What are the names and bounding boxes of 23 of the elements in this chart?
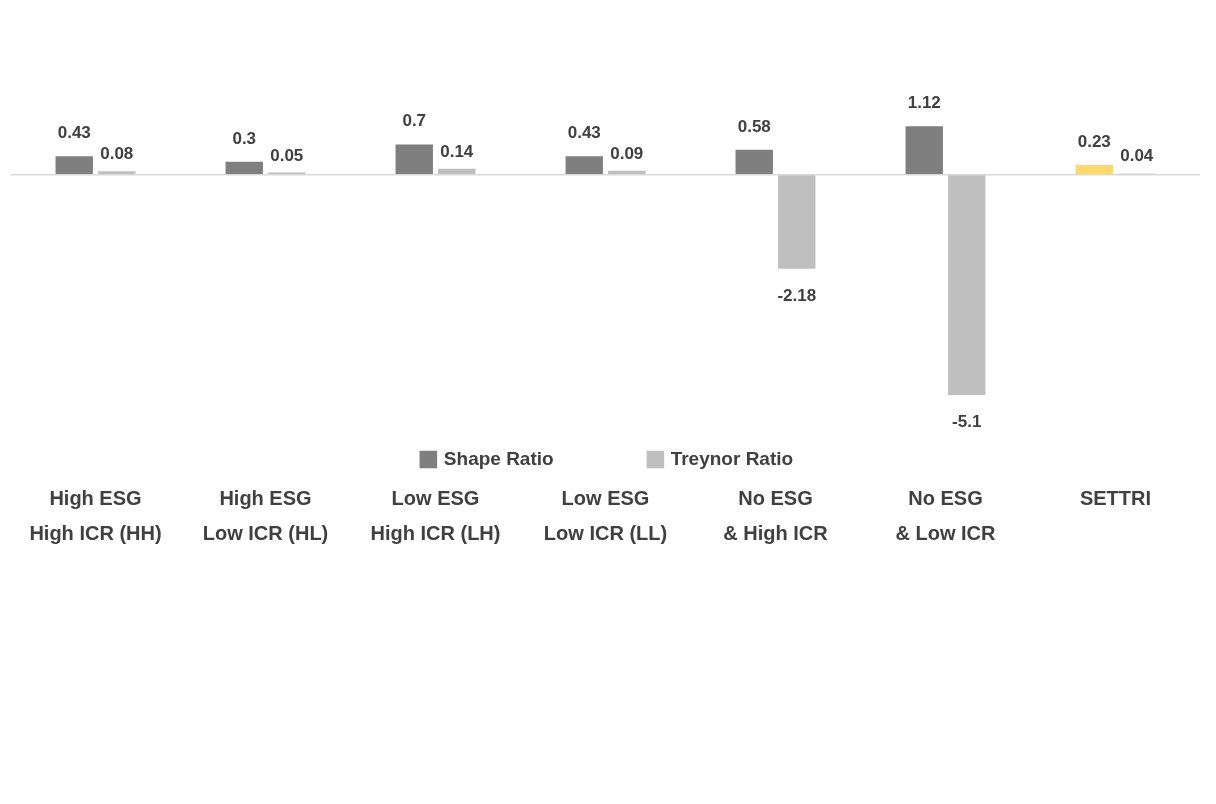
data-label: 0.14 (440, 141, 474, 161)
x-tick-label: Low ESG Low ICR (LL) (543, 486, 668, 544)
legend-label: Treynor Ratio (670, 448, 794, 470)
x-tick-label: No ESG & High ICR (723, 486, 829, 544)
data-label: 0.43 (567, 123, 601, 143)
data-label: 0.08 (100, 144, 134, 164)
data-label: 0.3 (232, 128, 257, 148)
x-tick-label: High ESG High ICR (HH) (29, 486, 162, 544)
data-label: 0.58 (737, 116, 771, 136)
data-label: -2.18 (777, 285, 817, 305)
data-label: 0.09 (610, 143, 644, 163)
x-tick-label: Low ESG High ICR (LH) (370, 486, 501, 544)
x-tick-label: SETTRI (1079, 486, 1152, 509)
data-label: 1.12 (907, 93, 941, 113)
x-tick-label: No ESG & Low ICR (895, 486, 997, 544)
data-label: 0.23 (1077, 131, 1111, 151)
data-label: 0.43 (57, 123, 91, 143)
legend-label: Shape Ratio (443, 448, 554, 470)
x-tick-label: High ESG Low ICR (HL) (202, 486, 329, 544)
data-label: -5.1 (952, 411, 982, 431)
data-label: 0.7 (402, 111, 427, 131)
data-label: 0.05 (270, 145, 304, 165)
data-label: 0.04 (1120, 145, 1154, 165)
